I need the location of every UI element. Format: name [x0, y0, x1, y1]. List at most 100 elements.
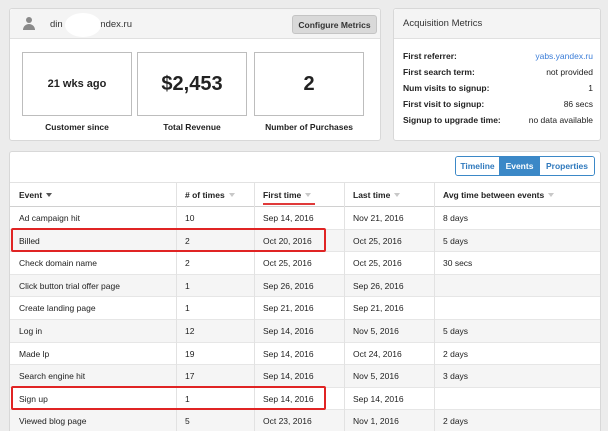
table-body: Ad campaign hit 10 Sep 14, 2016 Nov 21, 201…	[10, 207, 600, 431]
times-count-cell: 12	[185, 325, 195, 336]
first-time-cell: Sep 14, 2016	[263, 348, 314, 359]
header-event[interactable]: Event	[10, 183, 176, 207]
column-separator	[434, 182, 435, 431]
tab-properties[interactable]: Properties	[540, 157, 594, 175]
redaction-mark	[65, 13, 101, 37]
row-highlight-box	[11, 227, 326, 253]
acq-value: not provided	[546, 67, 593, 77]
total-revenue-label: Total Revenue	[163, 122, 221, 132]
last-time-cell: Oct 25, 2016	[353, 235, 402, 246]
event-name-cell: Sign up	[19, 393, 48, 404]
acquisition-panel: Acquisition Metrics First referrer: yabs…	[393, 8, 601, 141]
avg-time-cell: 2 days	[443, 348, 469, 359]
header-first-time[interactable]: First time	[254, 183, 344, 207]
acq-row-num-visits: Num visits to signup: 1	[403, 83, 593, 94]
avg-time-cell: 3 days	[443, 371, 469, 382]
acq-row-first-referrer: First referrer: yabs.yandex.ru	[403, 51, 593, 62]
event-name-cell: Click button trial offer page	[19, 280, 120, 291]
first-time-cell: Sep 21, 2016	[263, 303, 314, 314]
acq-key: Num visits to signup:	[403, 83, 490, 93]
last-time-cell: Nov 5, 2016	[353, 371, 399, 382]
times-count-cell: 19	[185, 348, 195, 359]
acq-row-signup-upgrade: Signup to upgrade time: no data availabl…	[403, 115, 593, 126]
event-name-cell: Ad campaign hit	[19, 213, 80, 223]
sort-arrow-icon	[548, 193, 555, 197]
first-time-cell: Oct 23, 2016	[263, 416, 312, 427]
header-event-label: Event	[19, 190, 43, 200]
acq-value: 86 secs	[563, 99, 593, 109]
table-row[interactable]: Viewed blog page 5 Oct 23, 2016 Nov 1, 2016…	[10, 410, 600, 431]
customer-panel: din dv3@yandex.ru Configure Metrics 21 w…	[9, 8, 381, 141]
events-panel: Timeline Events Properties Event # of ti…	[9, 151, 601, 431]
table-row[interactable]: Ad campaign hit 10 Sep 14, 2016 Nov 21, 201…	[10, 207, 600, 230]
avg-time-cell	[434, 275, 600, 297]
acq-key: Signup to upgrade time:	[403, 115, 501, 125]
avg-time-cell	[434, 388, 600, 410]
last-time-cell: Nov 5, 2016	[353, 325, 399, 336]
sort-arrow-icon	[228, 193, 235, 197]
last-time-cell: Nov 1, 2016	[353, 416, 399, 427]
tab-events[interactable]: Events	[500, 157, 540, 175]
last-time-cell: Sep 14, 2016	[353, 393, 404, 404]
sort-arrow-icon	[46, 193, 53, 197]
times-count-cell: 1	[185, 393, 190, 404]
purchases-count-label: Number of Purchases	[265, 122, 353, 132]
events-table: Event # of times First time Last time Av…	[10, 182, 600, 431]
event-name-cell: Create landing page	[19, 303, 96, 314]
header-avg-time-label: Avg time between events	[443, 190, 545, 200]
header-first-time-label: First time	[263, 190, 302, 200]
acq-key: First visit to signup:	[403, 99, 485, 109]
header-avg-time[interactable]: Avg time between events	[434, 183, 600, 207]
times-count-cell: 2	[185, 235, 190, 246]
first-referrer-link[interactable]: yabs.yandex.ru	[535, 51, 593, 61]
times-count-cell: 1	[185, 280, 190, 291]
first-time-cell: Sep 14, 2016	[263, 213, 314, 223]
first-time-cell: Sep 14, 2016	[263, 325, 314, 336]
header-times-label: # of times	[185, 190, 225, 200]
table-row[interactable]: Create landing page 1 Sep 21, 2016 Sep 21, …	[10, 297, 600, 320]
table-row[interactable]: Check domain name 2 Oct 25, 2016 Oct 25, 20…	[10, 252, 600, 275]
avg-time-cell: 2 days	[443, 416, 469, 427]
acq-value: 1	[588, 83, 593, 93]
customer-since-value: 21 wks ago	[22, 52, 132, 116]
total-revenue-value: $2,453	[137, 52, 247, 116]
acq-key: First search term:	[403, 67, 475, 77]
avg-time-cell: 30 secs	[443, 258, 473, 269]
header-times[interactable]: # of times	[176, 183, 254, 207]
avg-time-cell: 5 days	[443, 235, 469, 246]
configure-metrics-button[interactable]: Configure Metrics	[292, 15, 377, 34]
times-count-cell: 1	[185, 303, 190, 314]
last-time-cell: Sep 26, 2016	[353, 280, 404, 291]
table-header: Event # of times First time Last time Av…	[10, 182, 600, 207]
avg-time-cell	[434, 297, 600, 319]
event-name-cell: Made lp	[19, 348, 50, 359]
header-last-time[interactable]: Last time	[344, 183, 434, 207]
table-row[interactable]: Click button trial offer page 1 Sep 26, 20…	[10, 274, 600, 298]
customer-header: din dv3@yandex.ru Configure Metrics	[10, 9, 380, 39]
event-name-cell: Search engine hit	[19, 371, 86, 382]
acq-row-first-search-term: First search term: not provided	[403, 67, 593, 78]
customer-since-label: Customer since	[45, 122, 109, 132]
first-time-cell: Oct 20, 2016	[263, 235, 312, 246]
event-name-cell: Check domain name	[19, 258, 97, 269]
table-row[interactable]: Made lp 19 Sep 14, 2016 Oct 24, 2016 2 days	[10, 342, 600, 366]
tab-timeline[interactable]: Timeline	[456, 157, 500, 175]
user-icon	[23, 17, 35, 30]
last-time-cell: Sep 21, 2016	[353, 303, 404, 314]
first-time-cell: Sep 26, 2016	[263, 280, 314, 291]
row-highlight-box	[11, 385, 326, 411]
table-row[interactable]: Log in 12 Sep 14, 2016 Nov 5, 2016 5 days	[10, 319, 600, 343]
acq-value: no data available	[528, 115, 593, 125]
view-tabs: Timeline Events Properties	[455, 156, 595, 176]
first-time-cell: Sep 14, 2016	[263, 371, 314, 382]
acquisition-title: Acquisition Metrics	[394, 9, 600, 39]
last-time-cell: Oct 25, 2016	[353, 258, 402, 269]
header-last-time-label: Last time	[353, 190, 391, 200]
sort-arrow-icon	[305, 193, 312, 197]
acq-row-first-visit: First visit to signup: 86 secs	[403, 99, 593, 110]
last-time-cell: Oct 24, 2016	[353, 348, 402, 359]
avg-time-cell: 8 days	[443, 213, 469, 223]
times-count-cell: 10	[185, 213, 195, 223]
event-name-cell: Billed	[19, 235, 40, 246]
table-row[interactable]: Search engine hit 17 Sep 14, 2016 Nov 5, 20…	[10, 365, 600, 388]
